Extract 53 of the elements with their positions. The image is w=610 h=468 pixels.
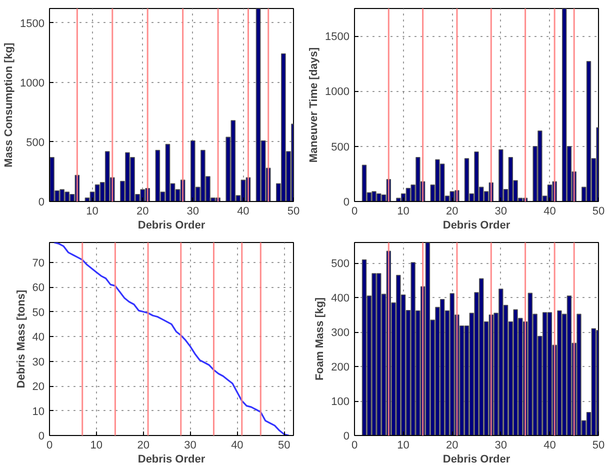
y-axis-title: Mass Consumption [kg] [3, 42, 16, 168]
x-tick-label: 10 [397, 206, 410, 218]
x-tick-label: 10 [397, 440, 410, 452]
y-tick-label: 10 [32, 406, 45, 418]
y-tick-label: 0 [343, 196, 350, 208]
y-tick-label: 200 [331, 362, 350, 374]
x-tick-label: 50 [592, 206, 605, 218]
x-tick-label: 20 [446, 206, 458, 218]
x-tick-label: 40 [544, 206, 556, 218]
y-tick-label: 40 [32, 332, 45, 344]
x-tick-label: 0 [351, 206, 358, 218]
y-tick-label: 300 [331, 327, 350, 340]
x-axis-title: Debris Order [442, 220, 511, 232]
y-tick-label: 50 [32, 306, 45, 319]
x-axis-title: Debris Order [138, 454, 206, 466]
x-axis-title: Debris Order [442, 454, 511, 466]
y-tick-label: 1500 [325, 31, 350, 44]
x-tick-label: 30 [184, 440, 196, 452]
y-tick-label: 500 [331, 258, 350, 270]
y-tick-label: 500 [331, 141, 350, 154]
x-tick-label: 30 [186, 206, 200, 218]
x-tick-label: 50 [278, 440, 290, 452]
y-tick-label: 1500 [20, 18, 45, 30]
x-tick-label: 0 [351, 440, 358, 452]
x-tick-label: 10 [86, 206, 98, 218]
y-tick-label: 100 [331, 396, 350, 408]
x-tick-label: 40 [237, 206, 250, 218]
y-axis-title: Maneuver Time [days] [308, 46, 320, 163]
x-tick-label: 50 [287, 206, 300, 218]
y-tick-label: 0 [38, 196, 45, 208]
x-axis-title: Debris Order [138, 220, 206, 232]
y-tick-label: 0 [343, 430, 350, 442]
y-tick-label: 1000 [325, 86, 350, 98]
x-tick-label: 40 [544, 440, 556, 452]
y-tick-label: 70 [32, 257, 45, 270]
y-tick-label: 20 [32, 381, 45, 394]
y-tick-label: 400 [331, 292, 350, 305]
y-tick-label: 30 [32, 356, 45, 368]
x-tick-label: 0 [46, 440, 53, 452]
y-tick-label: 60 [32, 282, 45, 294]
x-tick-label: 10 [90, 440, 103, 452]
x-tick-label: 50 [592, 440, 605, 452]
x-tick-label: 20 [136, 206, 149, 218]
y-tick-label: 0 [38, 430, 45, 442]
y-tick-label: 500 [26, 136, 45, 149]
y-tick-label: 1000 [20, 77, 45, 90]
x-tick-label: 40 [231, 440, 244, 452]
x-tick-label: 20 [137, 440, 150, 452]
x-tick-label: 30 [494, 206, 508, 218]
y-axis-title: Foam Mass [kg] [314, 297, 326, 381]
x-tick-label: 30 [494, 440, 508, 452]
x-tick-label: 20 [446, 440, 458, 452]
y-axis-title: Debris Mass [tons] [15, 289, 28, 388]
